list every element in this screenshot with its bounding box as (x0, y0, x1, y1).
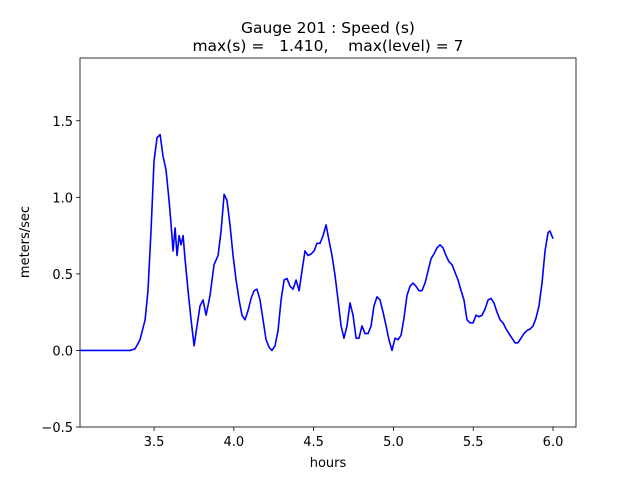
y-tick-label: 0.5 (52, 268, 73, 283)
x-tick-label: 6.0 (543, 435, 564, 450)
chart-subtitle: max(s) = 1.410, max(level) = 7 (192, 37, 463, 55)
x-tick-label: 3.5 (144, 435, 165, 450)
x-tick-label: 5.0 (383, 435, 404, 450)
chart-title: Gauge 201 : Speed (s) (241, 19, 415, 37)
x-tick-label: 5.5 (463, 435, 484, 450)
y-tick-label: 1.5 (52, 115, 73, 130)
x-tick-label: 4.0 (223, 435, 244, 450)
y-tick-label: −0.5 (41, 421, 73, 436)
y-tick-label: 0.0 (52, 344, 73, 359)
y-tick-label: 1.0 (52, 191, 73, 206)
y-axis-label: meters/sec (18, 206, 33, 278)
x-tick-label: 4.5 (303, 435, 324, 450)
x-axis-label: hours (310, 456, 347, 471)
data-line (80, 133, 554, 352)
plot-frame (79, 57, 577, 428)
